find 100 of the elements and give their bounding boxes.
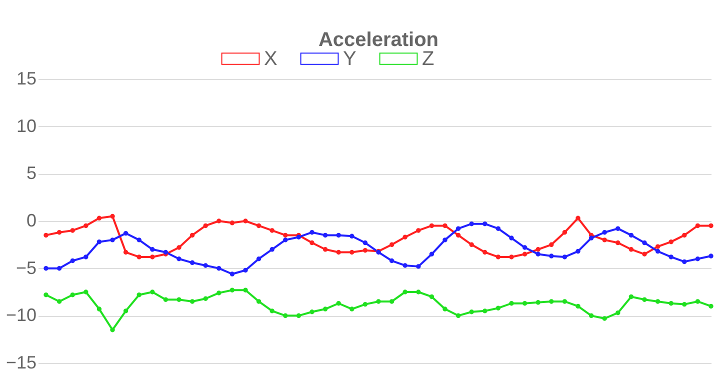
point [588,313,594,318]
point [695,299,700,304]
point [389,258,394,264]
point [402,290,408,294]
point [668,300,674,306]
y-tick-label: 15 [16,68,36,88]
point [96,216,102,221]
point [602,230,607,235]
point [628,232,634,238]
point [190,232,195,238]
point [482,250,488,255]
point [682,259,687,264]
point [655,244,660,249]
point [509,254,514,260]
point [84,290,88,294]
point [469,221,474,226]
point [522,245,528,250]
point [549,242,554,248]
point [576,248,580,254]
point [562,254,568,260]
point [442,306,448,312]
point [56,266,62,271]
point [136,238,142,242]
point [562,230,568,235]
point [576,216,580,221]
point [84,254,88,260]
point [628,247,634,252]
point [642,240,647,246]
point [84,223,88,228]
point [322,247,328,252]
point [350,306,354,312]
point [708,304,714,309]
point [416,228,421,233]
point [270,247,274,252]
point [576,304,580,309]
point [283,238,288,242]
y-tick-label: 10 [16,116,36,136]
point [256,223,262,228]
point [616,226,620,231]
point [655,248,660,254]
legend-label: X [264,48,278,70]
point [588,236,594,240]
point [429,223,434,228]
point [203,263,208,268]
point [350,234,354,239]
point [322,306,328,312]
point [310,310,314,314]
point [123,308,128,314]
point [310,240,314,246]
point [243,218,248,224]
point [456,313,461,318]
point [642,297,647,302]
point [642,252,647,256]
point [536,247,540,252]
point [176,256,182,262]
point [190,260,195,266]
point [150,247,155,252]
point [336,250,341,255]
y-tick-label: 5 [26,163,36,184]
point [350,250,354,255]
point [562,299,568,304]
point [283,313,288,318]
point [243,288,248,292]
point [682,232,687,238]
point [402,263,408,268]
point [389,242,394,248]
point [216,218,222,224]
point [429,252,434,256]
point [682,302,687,307]
point [695,223,700,228]
point [708,254,714,258]
point [482,308,488,314]
point [442,223,448,228]
point [123,250,128,255]
point [296,313,302,318]
point [536,252,540,256]
point [44,232,48,238]
y-tick-label: 0 [26,210,36,230]
point [270,228,274,233]
point [163,297,168,302]
point [243,268,248,273]
point [44,292,48,298]
point [616,240,620,246]
point [469,310,474,314]
point [270,308,274,314]
point [376,299,381,304]
point [230,288,235,292]
y-tick-label: −15 [6,352,36,372]
point [336,232,341,238]
point [522,300,528,306]
point [416,264,421,269]
point [402,234,408,240]
point [536,300,540,305]
point [96,306,102,312]
point [110,328,115,332]
point [482,221,488,226]
point [150,254,155,260]
point [509,300,514,306]
point [549,254,554,258]
point [549,299,554,304]
